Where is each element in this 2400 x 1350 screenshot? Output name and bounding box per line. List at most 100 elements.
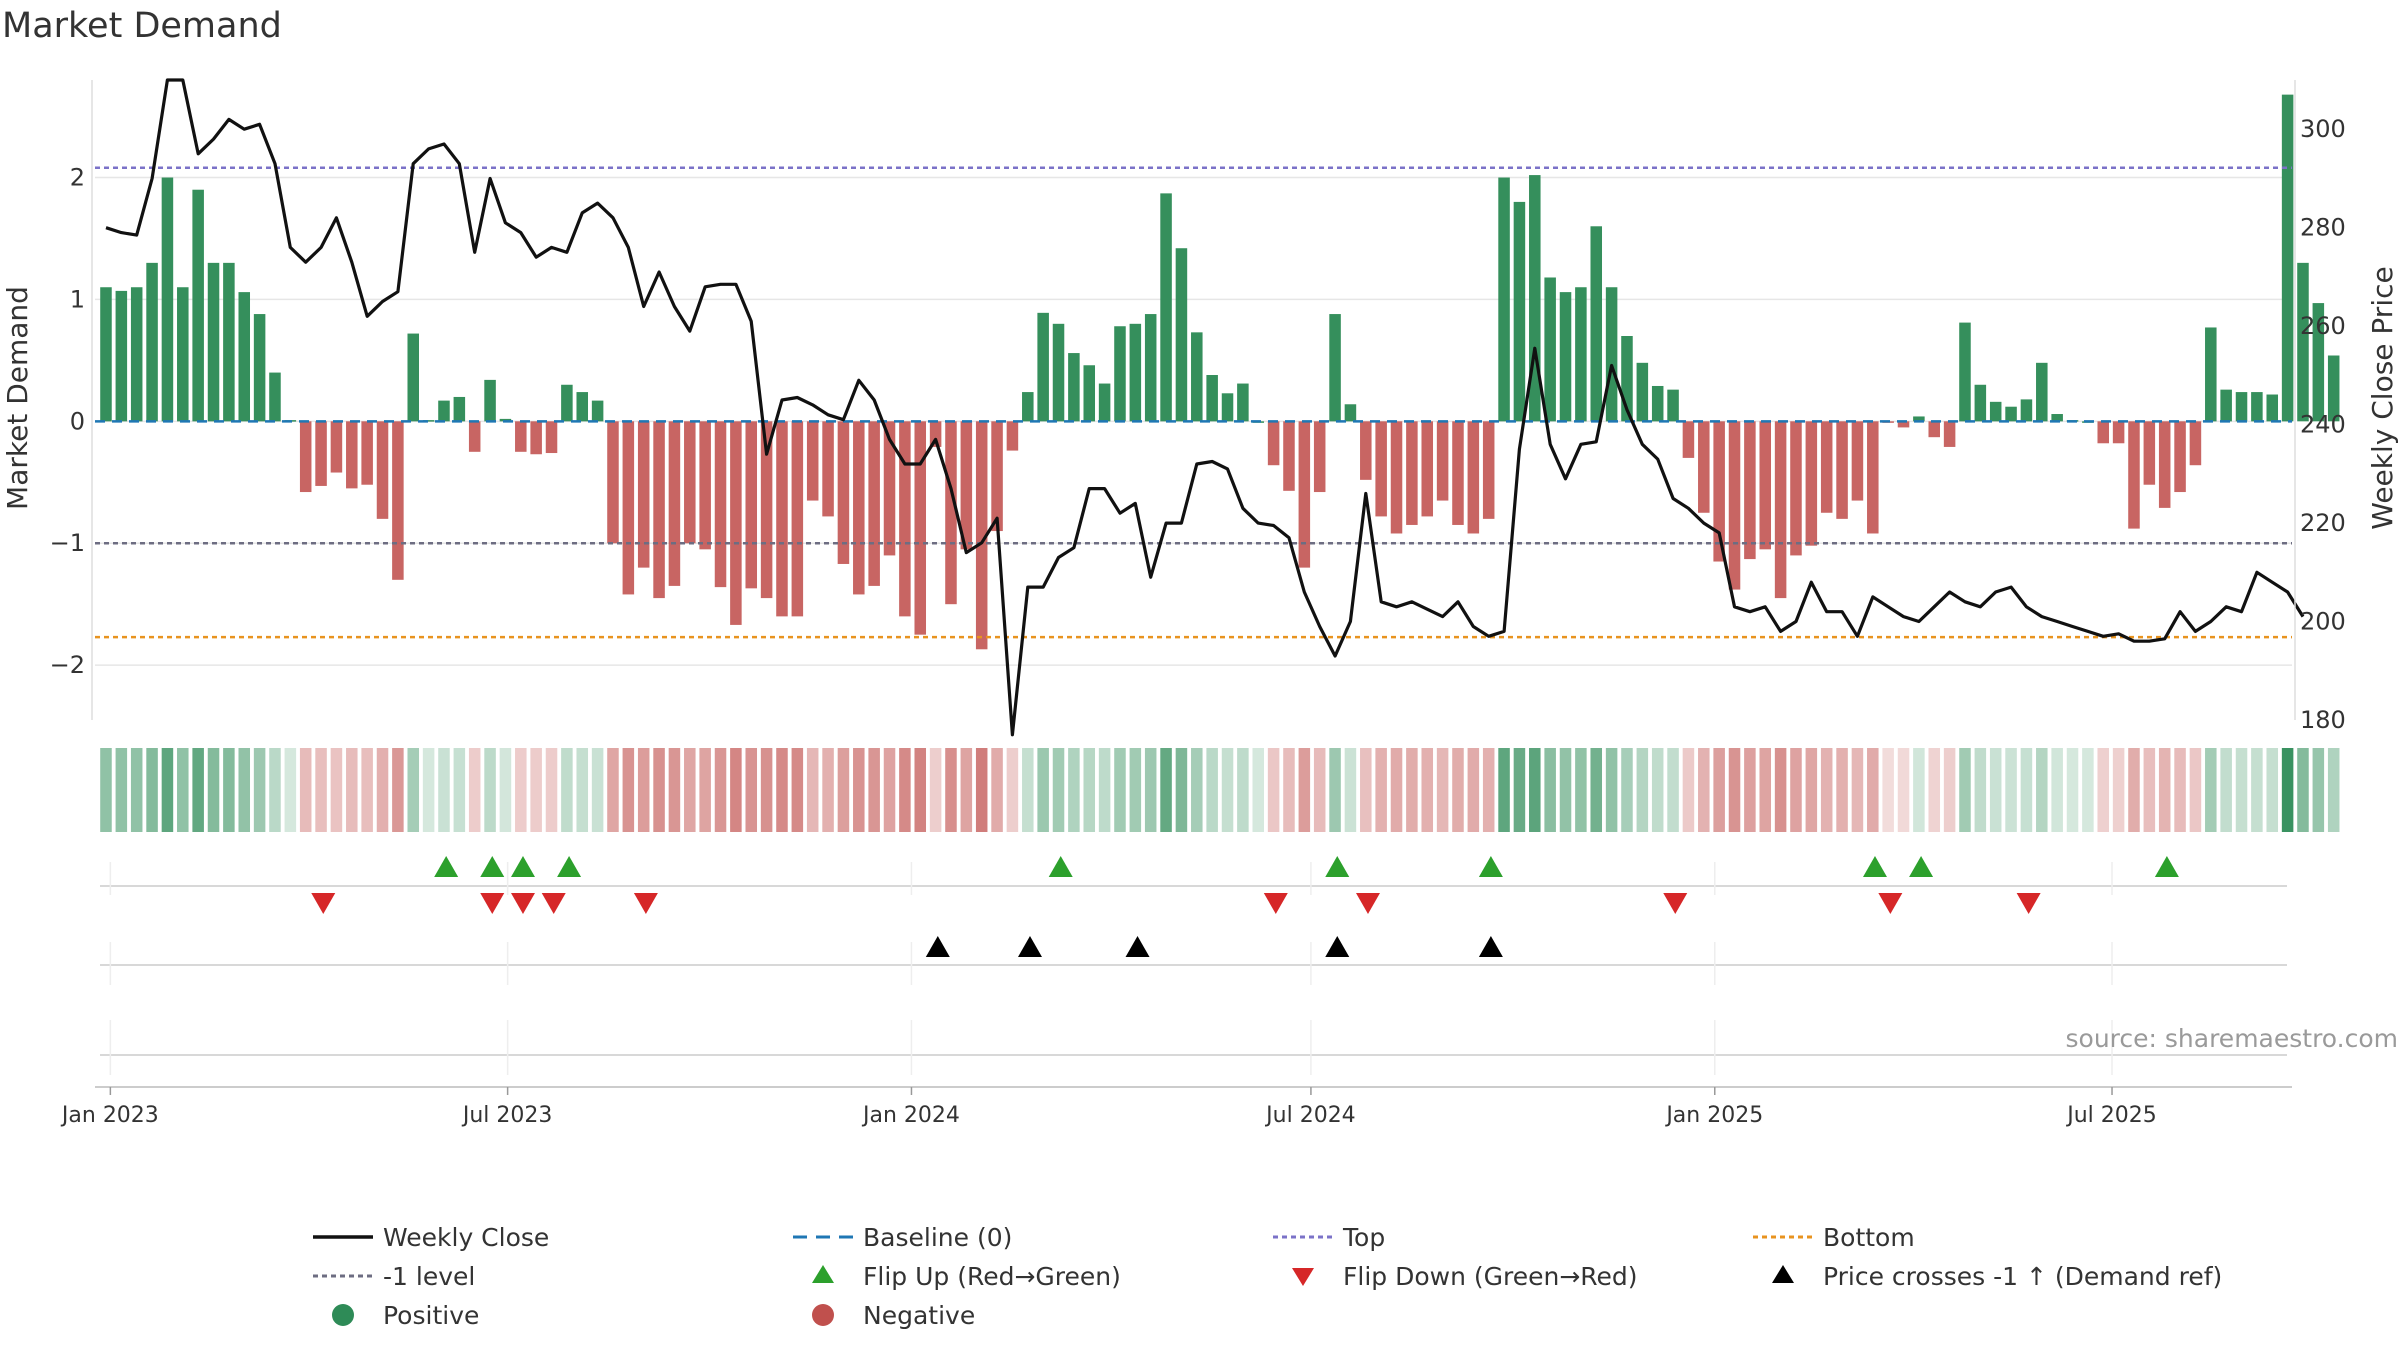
demand-strip-cell [146,748,158,832]
demand-strip-cell [991,748,1003,832]
demand-bar [484,379,496,422]
y2-tick-label: 260 [2300,312,2346,340]
demand-bar [1805,421,1818,546]
demand-bar [1851,421,1864,501]
demand-bar [1820,421,1833,513]
demand-bar [1267,421,1280,466]
demand-strip-cell [730,748,742,832]
demand-strip-cell [1928,748,1941,832]
demand-bar [2235,392,2248,422]
legend-baseline-0-label: Baseline (0) [863,1223,1012,1252]
demand-bar [837,421,850,564]
demand-bar [2327,355,2340,422]
demand-strip-cell [1651,748,1664,832]
demand-bar [960,421,973,550]
demand-strip-cell [2158,748,2171,832]
demand-strip-cell [253,748,266,832]
demand-strip-cell [453,748,466,832]
demand-bar [1744,421,1756,560]
demand-strip-cell [2189,748,2202,832]
legend-price-crosses-1-demand-ref-icon [1772,1265,1794,1283]
demand-strip-cell [177,748,189,832]
demand-bar [668,421,681,586]
demand-strip-cell [1498,748,1510,832]
demand-bar [545,421,558,454]
flip-up-marker [1478,856,1503,877]
demand-strip-cell [1436,748,1449,832]
demand-bar [1436,421,1449,501]
demand-bar [2158,421,2171,508]
demand-strip-cell [1943,748,1956,832]
demand-strip-cell [2128,748,2140,832]
x-tick-label: Jul 2024 [1264,1103,1356,1128]
demand-bar [1237,383,1249,422]
demand-strip-cell [376,748,389,832]
demand-strip-cell [361,748,373,832]
demand-strip-cell [192,748,204,832]
demand-strip-cell [1959,748,1971,832]
demand-strip-cell [530,748,542,832]
demand-strip-cell [822,748,834,832]
demand-bar [2281,94,2294,422]
demand-bar [130,287,143,422]
demand-strip-cell [1175,748,1188,832]
demand-strip-cell [2235,748,2248,832]
demand-strip-cell [407,748,420,832]
demand-strip-cell [2097,748,2110,832]
demand-bar [1667,389,1679,422]
flip-down-marker [510,893,535,914]
y2-tick-label: 280 [2300,214,2346,242]
demand-bars [100,94,2340,650]
y-tick-label: −1 [50,529,85,557]
source-note: source: sharemaestro.com [2066,1024,2399,1053]
flip-down-marker [541,893,566,914]
demand-strip-cell [1160,748,1172,832]
demand-strip-cell [914,748,927,832]
event-rows [100,856,2287,1075]
demand-strip-cell [223,748,235,832]
demand-strip-cell [1575,748,1587,832]
demand-bar [684,421,696,544]
demand-strip-cell [1313,748,1326,832]
demand-strip-cell [1728,748,1741,832]
demand-strip-cell [1698,748,1710,832]
demand-bar [1068,353,1080,422]
demand-bar [607,421,619,544]
demand-bar [991,421,1003,532]
demand-bar [1544,277,1556,422]
demand-bar [1098,383,1111,422]
demand-strip-cell [2174,748,2186,832]
demand-bar [161,177,174,422]
demand-strip-cell [1974,748,1987,832]
demand-bar [2112,421,2125,444]
demand-strip-cell [576,748,589,832]
demand-bar [1482,421,1495,519]
demand-bar [1913,416,1925,422]
y-tick-label: 2 [70,164,85,192]
demand-bar [945,421,957,605]
legend-negative-label: Negative [863,1301,975,1330]
demand-strip-cell [1022,748,1034,832]
demand-bar [714,421,727,588]
demand-strip-cell [637,748,650,832]
demand-strip-cell [1559,748,1572,832]
demand-bar [2005,406,2017,422]
demand-bar [1144,314,1157,422]
legend-flip-up-red-green-label: Flip Up (Red→Green) [863,1262,1121,1291]
flip-up-marker [1325,856,1350,877]
demand-bar [2266,394,2279,422]
demand-bar [1529,175,1541,422]
demand-bar [914,421,927,635]
demand-bar [453,396,466,422]
demand-strip-cell [1221,748,1234,832]
demand-bar [1360,421,1372,480]
demand-bar [1160,193,1172,422]
demand-strip-cell [1421,748,1434,832]
demand-strip-cell [545,748,558,832]
demand-strip-cell [2020,748,2033,832]
demand-strip-cell [2205,748,2217,832]
demand-bar [2205,327,2217,422]
demand-bar [1467,421,1480,534]
demand-bar [376,421,389,519]
reference-lines [95,166,2292,639]
